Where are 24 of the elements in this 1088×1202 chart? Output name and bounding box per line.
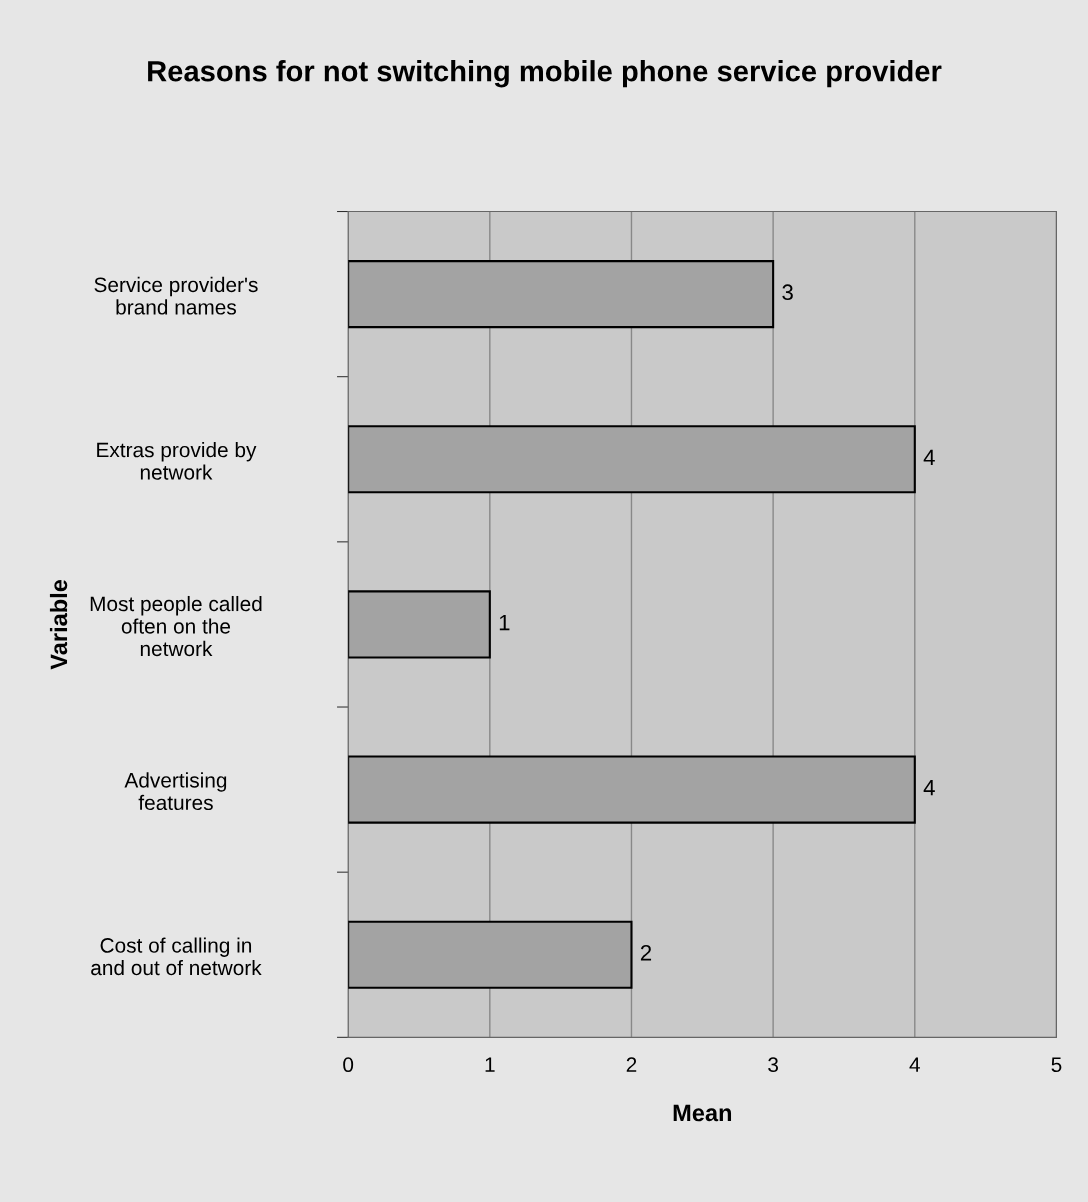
bar	[348, 260, 775, 329]
bar	[348, 590, 491, 659]
x-tick-label: 4	[909, 1057, 920, 1072]
x-tick-label: 0	[343, 1057, 354, 1073]
y-tick-label: Service provider's brand names	[94, 276, 258, 315]
y-tick-label: Most people called often on the network	[90, 595, 262, 657]
data-label: 2	[640, 944, 652, 961]
y-tick-label: Extras provide by network	[97, 442, 257, 480]
data-label: 4	[923, 780, 935, 796]
data-label: 1	[499, 614, 510, 631]
bar	[348, 425, 916, 494]
y-tick-label: Advertising features	[124, 772, 227, 811]
x-tick-label: 1	[485, 1057, 495, 1072]
x-axis-title: Mean	[673, 1104, 732, 1122]
data-label: 4	[923, 449, 935, 466]
bar	[348, 755, 916, 824]
y-axis-title: Variable	[49, 579, 68, 670]
chart-title: Reasons for not switching mobile phone service provider	[148, 60, 942, 88]
data-label: 3	[782, 284, 793, 301]
y-tick-label: Cost of calling in and out of network	[91, 937, 262, 976]
x-tick-label: 5	[1051, 1057, 1062, 1073]
bar	[348, 920, 633, 989]
x-tick-label: 2	[626, 1057, 637, 1072]
x-tick-label: 3	[768, 1057, 779, 1073]
